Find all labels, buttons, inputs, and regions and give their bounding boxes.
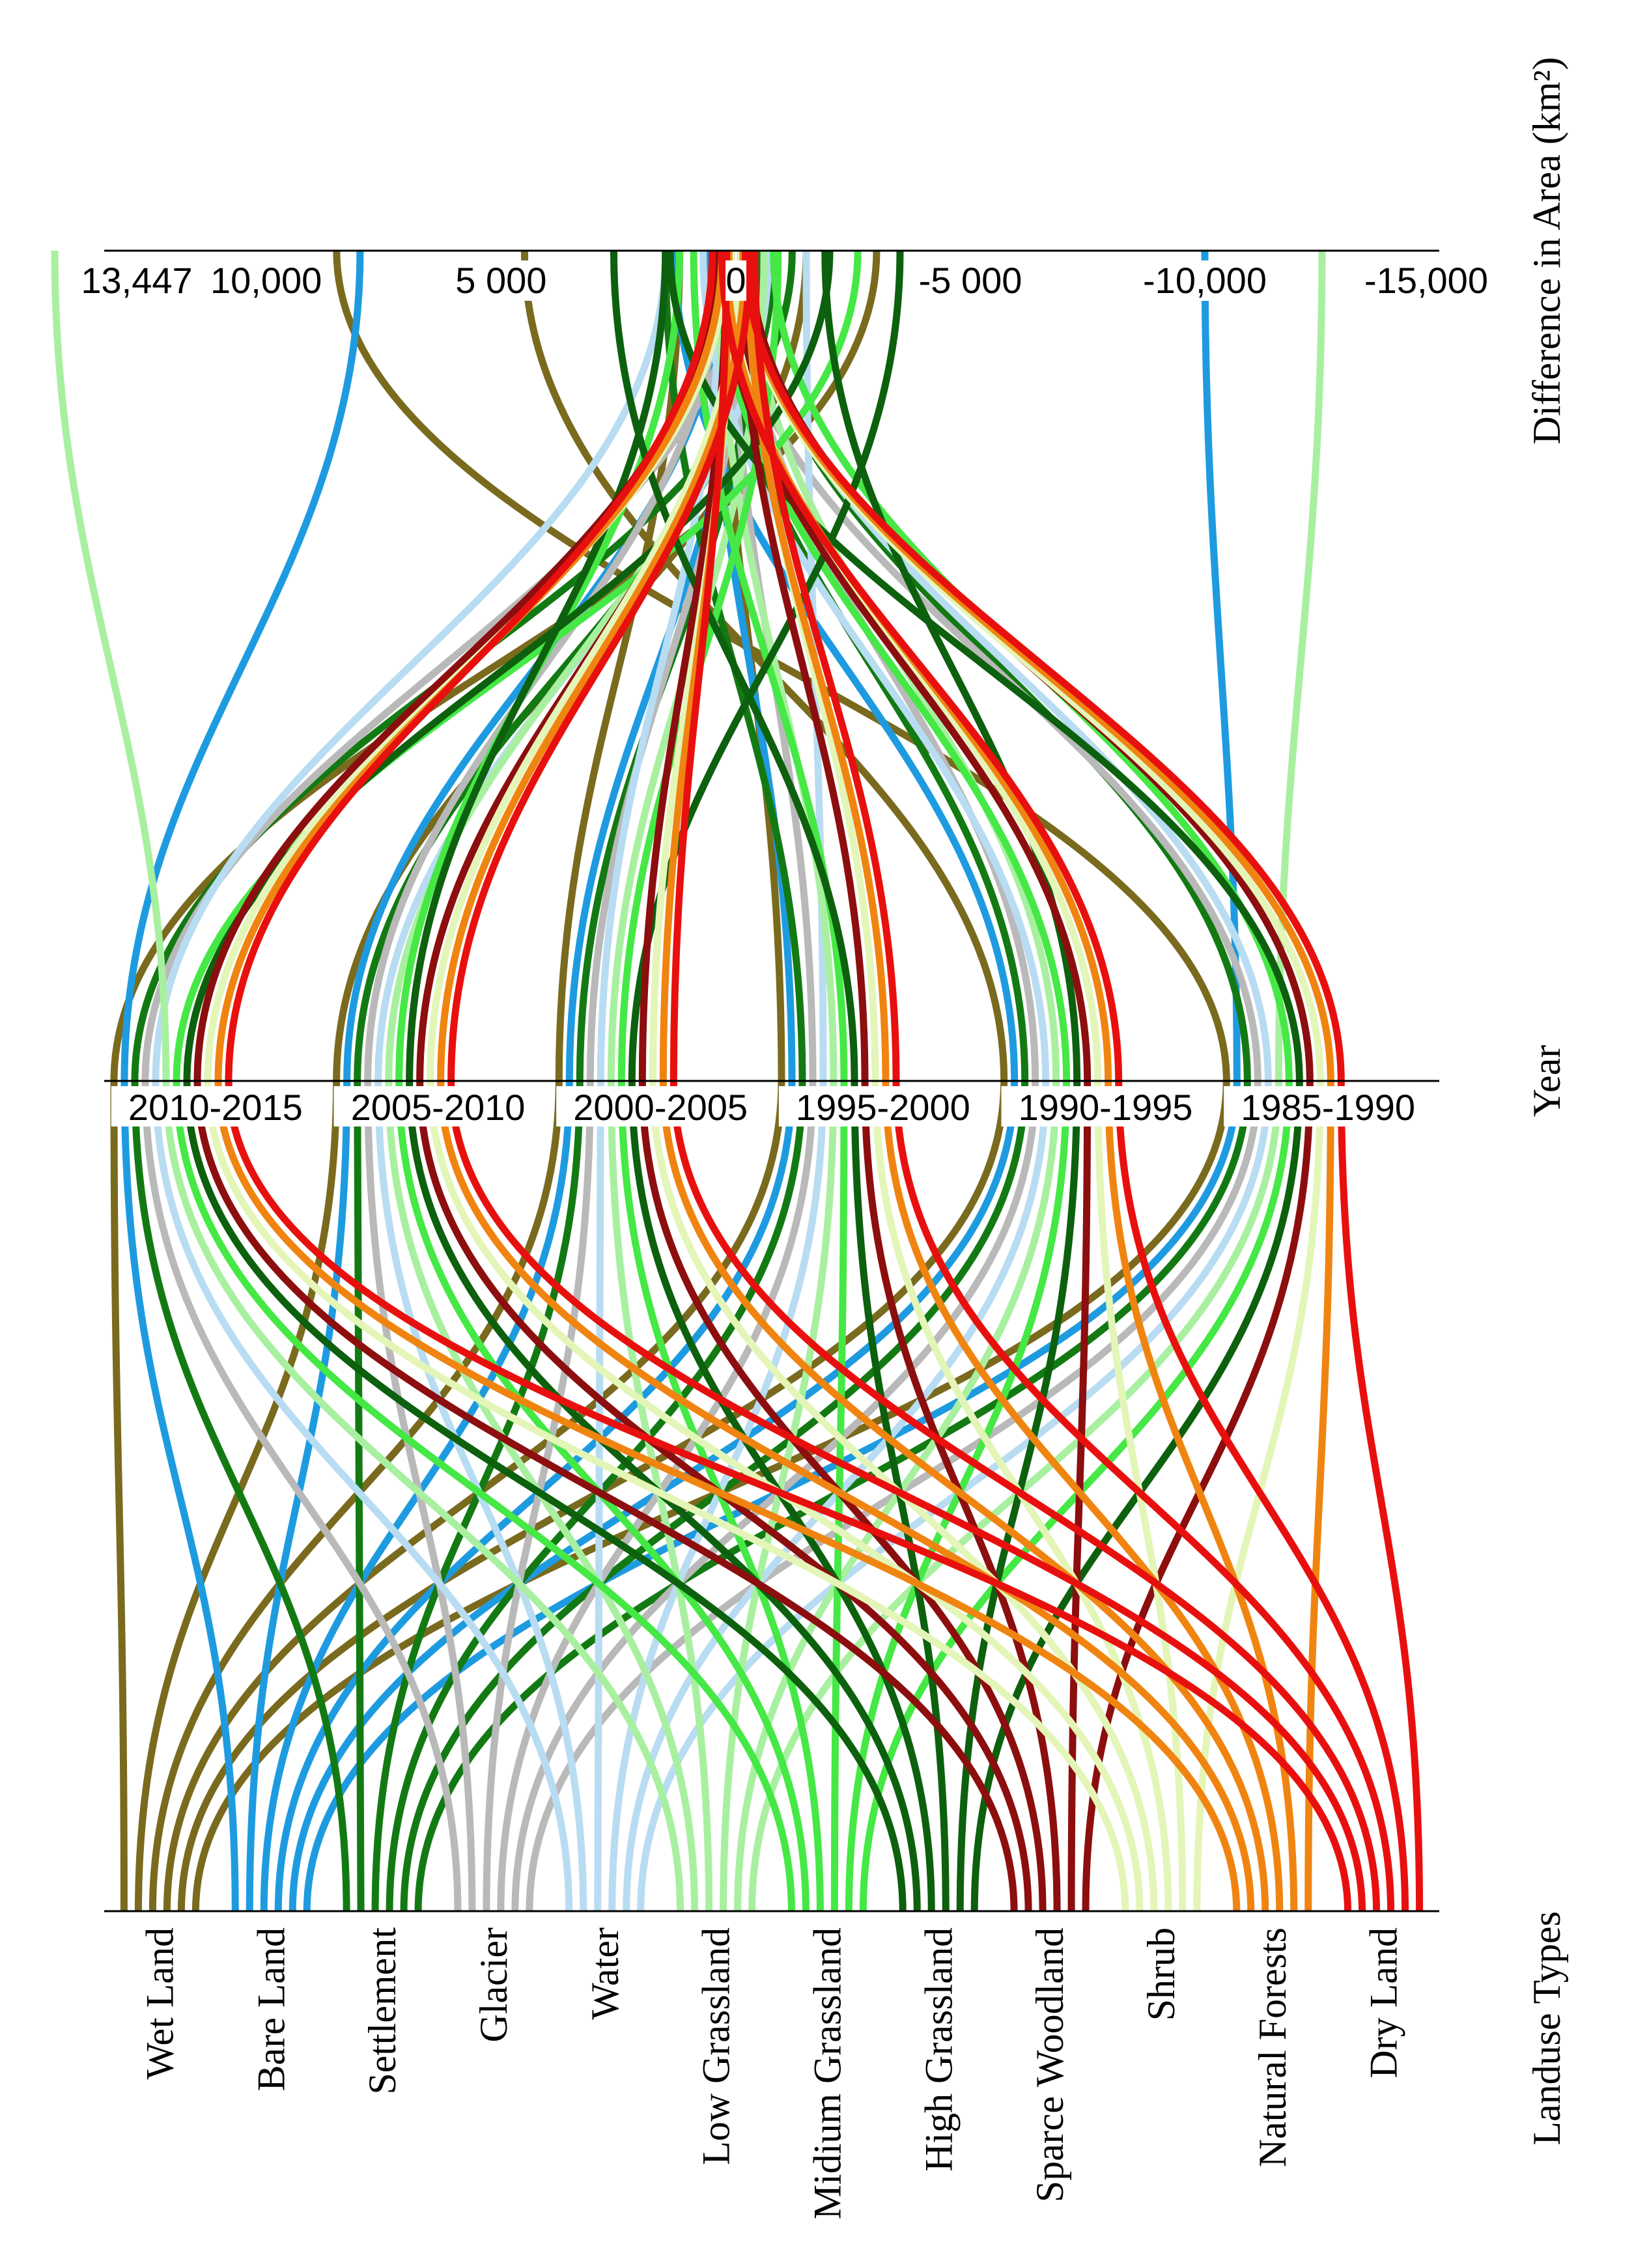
series-curve-lower <box>447 1080 1366 1912</box>
year-tick-label: 1990-1995 <box>1019 1087 1193 1128</box>
year-tick-label: 2010-2015 <box>128 1087 303 1128</box>
series-curve-upper <box>173 250 862 1082</box>
difference-tick-bg <box>725 260 746 301</box>
difference-tick-bg <box>1132 260 1278 301</box>
series-curve-lower <box>110 1080 128 1912</box>
difference-tick-label: 5 000 <box>455 260 546 301</box>
series-curve-upper <box>406 250 669 1082</box>
series-curve-lower <box>882 1080 1284 1912</box>
year-tick-bg <box>111 1086 320 1127</box>
series-curve-upper <box>333 250 1230 1082</box>
series-curve-lower <box>437 1080 1255 1912</box>
series-curve-upper <box>610 250 858 1082</box>
series-curve-upper <box>152 250 669 1082</box>
landuse-tick-label: Natural Forests <box>1251 1927 1294 2167</box>
year-tick-label: 2000-2005 <box>573 1087 748 1128</box>
series-curve-lower <box>669 1080 1381 1912</box>
series-curve-lower <box>193 1080 1018 1912</box>
landuse-tick-label: Bare Land <box>249 1927 292 2092</box>
year-tick-label: 2005-2010 <box>351 1087 526 1128</box>
difference-tick-bg <box>449 260 554 301</box>
series-curve-upper <box>225 250 716 1082</box>
series-curve-upper <box>744 250 890 1082</box>
landuse-tick-label: Dry Land <box>1362 1927 1405 2079</box>
series-curve-lower <box>152 1080 573 1912</box>
year-axis-title: Year <box>1525 1045 1568 1117</box>
landuse-tick-label: Sparce Woodland <box>1028 1927 1071 2202</box>
series-curve-lower <box>120 1080 239 1912</box>
difference-tick-label: 10,000 <box>210 260 322 301</box>
year-tick-bg <box>778 1086 987 1127</box>
difference-tick-label: -10,000 <box>1143 260 1267 301</box>
series-curve-lower <box>225 1080 1352 1912</box>
year-tick-label: 1985-1990 <box>1241 1087 1415 1128</box>
series-curve-lower <box>1115 1080 1409 1912</box>
year-tick-bg <box>1001 1086 1210 1127</box>
landuse-tick-label: High Grassland <box>917 1927 960 2172</box>
series-curve-lower <box>1337 1080 1424 1912</box>
series-curve-lower <box>131 1080 350 1912</box>
series-curve-upper <box>718 250 1123 1082</box>
year-tick-label: 1995-2000 <box>796 1087 970 1128</box>
difference-tick-label: 13,447 <box>81 260 192 301</box>
difference-tick-bg <box>203 260 329 301</box>
series-curve-lower <box>204 1080 1129 1912</box>
series-curve-lower <box>141 1080 462 1912</box>
difference-axis-ticks: 13,447 10,000 5 000 0 -5 000 -10,000 -15,000 <box>74 260 1499 301</box>
difference-tick-label: 0 <box>725 260 746 301</box>
landuse-tick-label: Glacier <box>472 1927 515 2043</box>
landuse-tick-label: Low Grassland <box>695 1927 738 2165</box>
landuse-tick-label: Wet Land <box>138 1927 181 2079</box>
landuse-axis-ticks: Wet Land Bare Land Settlement Glacier Water L… <box>138 1927 1405 2220</box>
difference-tick-label: -15,000 <box>1364 260 1488 301</box>
series-curve-upper <box>669 250 731 1082</box>
series-curve-lower <box>892 1080 1395 1912</box>
series-curve-upper <box>447 250 754 1082</box>
difference-tick-bg <box>74 260 199 301</box>
series-curve-lower <box>162 1080 684 1912</box>
series-curve-upper <box>713 250 1071 1082</box>
year-tick-bg <box>333 1086 542 1127</box>
landuse-tick-label: Shrub <box>1140 1927 1183 2021</box>
difference-tick-bg <box>1353 260 1499 301</box>
series-curves <box>51 250 1424 1912</box>
series-curve-lower <box>173 1080 795 1912</box>
series-curve-lower <box>659 1080 1269 1912</box>
series-curve-upper <box>1275 250 1326 1082</box>
series-curve-upper <box>120 250 364 1082</box>
series-curve-upper <box>666 250 1303 1082</box>
landuse-axis-title: Landuse Types <box>1525 1911 1568 2146</box>
year-axis-ticks: 2010-2015 2005-2010 2000-2005 1995-2000 1990… <box>111 1086 1433 1128</box>
year-tick-bg <box>1224 1086 1433 1127</box>
difference-tick-label: -5 000 <box>919 260 1022 301</box>
series-curve-lower <box>183 1080 907 1912</box>
landuse-tick-label: Midium Grassland <box>806 1927 849 2219</box>
series-curve-lower <box>214 1080 1241 1912</box>
landuse-tick-label: Water <box>584 1927 627 2020</box>
difference-axis-title: Difference in Area (km²) <box>1525 57 1568 445</box>
landuse-tick-label: Settlement <box>361 1927 404 2095</box>
year-tick-bg <box>556 1086 765 1127</box>
series-curve-upper <box>51 250 170 1082</box>
series-curve-upper <box>741 250 1345 1082</box>
series-curve-upper <box>751 250 900 1082</box>
series-curve-upper <box>597 250 725 1082</box>
difference-tick-bg <box>908 260 1033 301</box>
